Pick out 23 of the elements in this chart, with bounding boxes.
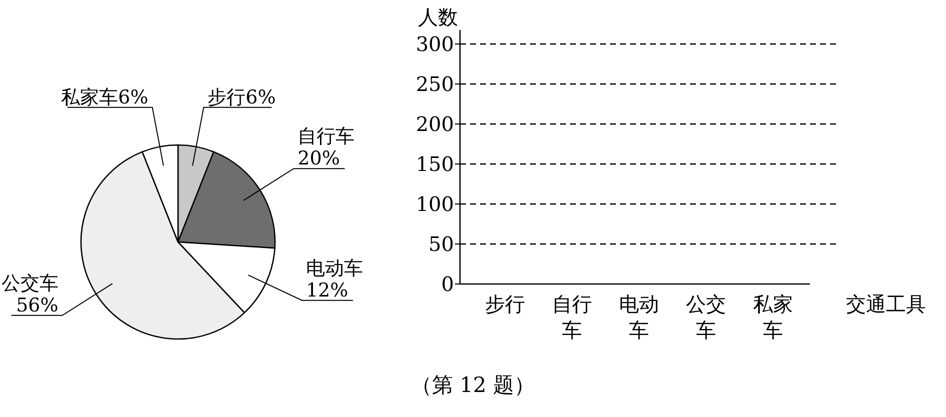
y-tick-label: 100 bbox=[416, 192, 454, 216]
slice-label: 公交车 bbox=[1, 272, 58, 294]
slice-label: 私家车6% bbox=[61, 86, 148, 108]
data-label: 12% bbox=[306, 279, 348, 302]
slice-label: 电动车 bbox=[306, 257, 363, 280]
data-label: 56% bbox=[16, 294, 58, 316]
y-tick-label: 200 bbox=[416, 112, 454, 136]
x-tick-label: 私家车 bbox=[753, 292, 793, 342]
x-axis-title: 交通工具 bbox=[846, 292, 926, 316]
x-tick-label: 步行 bbox=[485, 292, 525, 316]
data-label: 20% bbox=[298, 148, 340, 170]
y-tick-label: 300 bbox=[416, 32, 454, 56]
y-tick-label: 50 bbox=[428, 232, 454, 256]
y-tick-label: 0 bbox=[441, 272, 454, 296]
text: （第 12 题） bbox=[410, 373, 536, 397]
slice-label: 自行车 bbox=[298, 126, 355, 148]
y-axis-title: 人数 bbox=[418, 5, 458, 29]
x-tick-label: 公交车 bbox=[686, 292, 726, 342]
x-tick-label: 自行车 bbox=[552, 292, 592, 342]
x-tick-label: 电动车 bbox=[619, 292, 659, 342]
slice-label: 步行6% bbox=[208, 86, 276, 108]
y-tick-label: 150 bbox=[416, 152, 454, 176]
y-tick-label: 250 bbox=[416, 72, 454, 96]
